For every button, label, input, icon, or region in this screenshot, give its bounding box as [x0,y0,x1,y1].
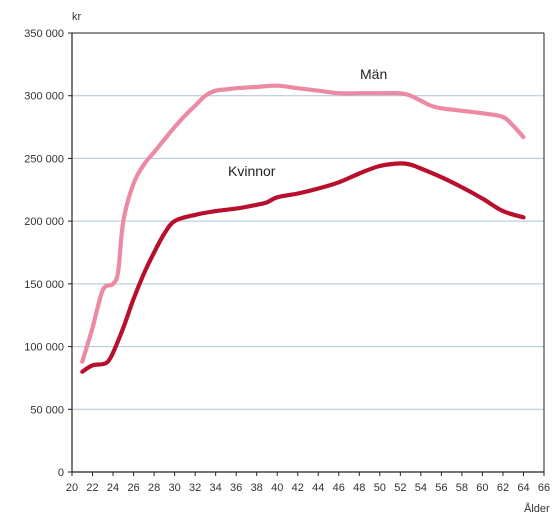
x-tick-label: 30 [168,482,180,494]
x-tick-label: 50 [374,482,386,494]
x-tick-label: 24 [107,482,119,494]
series-label-man: Män [360,66,387,82]
x-tick-label: 56 [435,482,447,494]
x-tick-label: 38 [251,482,263,494]
x-tick-label: 22 [86,482,98,494]
series-lines [80,83,526,374]
x-tick-label: 52 [394,482,406,494]
y-tick-label: 300 000 [24,91,64,103]
x-tick-label: 64 [517,482,529,494]
series-line-man [80,83,526,364]
x-tick-label: 48 [353,482,365,494]
x-tick-label: 28 [148,482,160,494]
x-tick-label: 62 [497,482,509,494]
x-tick-labels: 20 22 24 26 28 30 32 34 36 38 40 42 44 46 48 50 52 54 56 58… [66,472,550,494]
y-tick-label: 100 000 [24,342,64,354]
series-line-kvinnor [80,161,526,374]
x-tick-label: 60 [476,482,488,494]
x-tick-label: 20 [66,482,78,494]
y-tick-label: 250 000 [24,153,64,165]
series-label-kvinnor: Kvinnor [228,163,276,179]
y-tick-label: 200 000 [24,216,64,228]
x-tick-label: 36 [230,482,242,494]
x-tick-label: 42 [292,482,304,494]
y-tick-labels: 0 50 000 100 000 150 000 200 000 250 000 300 0… [24,28,72,479]
x-tick-label: 32 [189,482,201,494]
x-tick-label: 46 [333,482,345,494]
x-tick-label: 66 [538,482,550,494]
x-tick-label: 54 [415,482,427,494]
x-axis-label: Ålder [524,502,550,515]
y-tick-label: 350 000 [24,28,64,40]
y-axis-unit-label: kr [72,11,82,23]
x-tick-label: 26 [127,482,139,494]
axes [71,32,545,473]
x-tick-label: 44 [312,482,324,494]
x-tick-label: 58 [456,482,468,494]
y-tick-label: 0 [58,467,64,479]
x-tick-label: 40 [271,482,283,494]
y-tick-label: 50 000 [30,404,64,416]
x-tick-label: 34 [210,482,222,494]
y-tick-label: 150 000 [24,279,64,291]
